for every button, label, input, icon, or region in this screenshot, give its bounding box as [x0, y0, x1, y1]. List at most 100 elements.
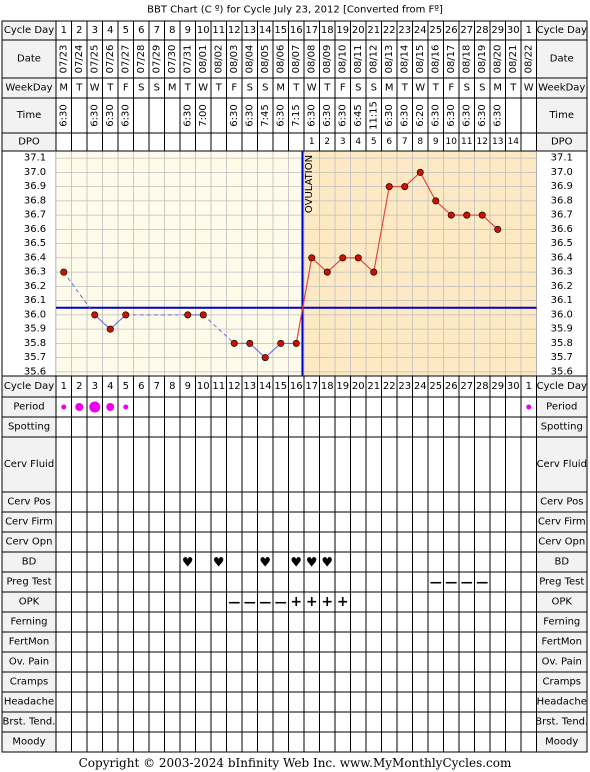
- symptom-cell: [443, 731, 460, 753]
- symptom-cell: [179, 396, 196, 418]
- symptom-cell: [102, 731, 119, 753]
- symptom-cell: [117, 551, 134, 573]
- header-cell: [71, 97, 88, 134]
- date-label: 07/26: [105, 45, 116, 74]
- symptom-cell: [381, 711, 398, 733]
- symptom-cell: [474, 611, 491, 633]
- symptom-cell: [350, 711, 367, 733]
- cycle-day-number: 6: [138, 25, 144, 36]
- symptom-cell: [381, 511, 398, 533]
- cycle-day-number: 4: [107, 381, 113, 392]
- date-label: 08/09: [322, 45, 333, 74]
- symptom-cell: [427, 631, 444, 653]
- symptom-cell: [102, 511, 119, 533]
- symptom-cell: [365, 416, 382, 438]
- symptom-cell: [86, 711, 103, 733]
- symptom-cell: [257, 711, 274, 733]
- time-label: 6:30: [322, 104, 333, 126]
- temp-line-segment: [481, 214, 499, 230]
- date-label: 08/04: [244, 45, 255, 74]
- symptom-cell: [257, 511, 274, 533]
- symptom-cell: [164, 396, 181, 418]
- temp-point: [416, 168, 424, 176]
- temp-point: [308, 254, 316, 262]
- symptom-cell: [350, 591, 367, 613]
- symptom-cell: [86, 511, 103, 533]
- time-label: 6:30: [492, 104, 503, 126]
- time-label: 6:30: [58, 104, 69, 126]
- symptom-cell: [195, 571, 212, 593]
- symptom-cell: [319, 436, 336, 493]
- symptom-cell: [412, 731, 429, 753]
- temp-tick-label: 37.1: [24, 153, 46, 164]
- symptom-cell: [381, 611, 398, 633]
- symptom-cell: [55, 416, 72, 438]
- symptom-cell: [102, 571, 119, 593]
- symptom-cell: [443, 591, 460, 613]
- symptom-cell: [365, 591, 382, 613]
- cycle-day-number: 17: [305, 25, 318, 36]
- symptom-cell: [443, 511, 460, 533]
- row-label-dpo: DPO: [18, 137, 40, 148]
- symptom-cell: [412, 631, 429, 653]
- temp-tick-label: 37.0: [24, 167, 46, 178]
- symptom-cell: [148, 591, 165, 613]
- symptom-cell: [164, 671, 181, 693]
- temp-line-segment: [311, 257, 328, 273]
- symptom-cell: [458, 631, 475, 653]
- bd-heart-icon: ♥: [321, 556, 333, 571]
- weekday-label: M: [59, 83, 68, 94]
- symptom-cell: [365, 611, 382, 633]
- symptom-label-cell: [536, 436, 588, 493]
- symptom-cell: [350, 731, 367, 753]
- symptom-cell: [489, 731, 506, 753]
- symptom-cell: [226, 711, 243, 733]
- cycle-day-number: 17: [305, 381, 318, 392]
- symptom-cell: [210, 416, 227, 438]
- symptom-cell: [288, 511, 305, 533]
- symptom-cell: [365, 531, 382, 553]
- symptom-cell: [505, 711, 522, 733]
- temp-line-segment: [202, 314, 235, 344]
- symptom-cell: [226, 416, 243, 438]
- symptom-cell: [272, 571, 289, 593]
- symptom-cell: [334, 731, 351, 753]
- symptom-opk-label: OPK: [552, 597, 573, 608]
- header-cell: [102, 132, 119, 152]
- symptom-cell: [102, 416, 119, 438]
- weekday-label: T: [292, 83, 300, 94]
- time-label: 6:30: [384, 104, 395, 126]
- cycle-day-number: 23: [398, 381, 411, 392]
- symptom-cell: [71, 691, 88, 713]
- symptom-cell: [195, 631, 212, 653]
- symptom-cramps-label: Cramps: [10, 677, 49, 688]
- date-label: 08/15: [415, 45, 426, 74]
- period-dot: [61, 404, 67, 410]
- symptom-cell: [412, 711, 429, 733]
- symptom-cell: [489, 551, 506, 573]
- symptom-cell: [520, 691, 537, 713]
- symptom-cell: [241, 651, 258, 673]
- temp-point: [447, 211, 455, 219]
- symptom-cell: [55, 571, 72, 593]
- symptom-cell: [396, 436, 413, 493]
- temp-tick-label: 36.1: [551, 295, 573, 306]
- temp-tick-label: 36.8: [24, 195, 46, 206]
- symptom-cell: [71, 591, 88, 613]
- symptom-cell: [133, 691, 150, 713]
- symptom-cell: [427, 691, 444, 713]
- symptom-headache-label: Headache: [4, 697, 54, 708]
- symptom-cell: [164, 551, 181, 573]
- symptom-cell: [86, 591, 103, 613]
- date-label: 07/27: [120, 45, 131, 74]
- symptom-headache-label: Headache: [537, 697, 587, 708]
- symptom-cramps-label: Cramps: [542, 677, 581, 688]
- temp-line-segment: [249, 343, 266, 358]
- symptom-cell: [117, 731, 134, 753]
- symptom-cell: [520, 671, 537, 693]
- temp-point: [339, 254, 347, 262]
- symptom-cell: [427, 611, 444, 633]
- symptom-cell: [148, 631, 165, 653]
- symptom-cell: [272, 631, 289, 653]
- symptom-cell: [303, 571, 320, 593]
